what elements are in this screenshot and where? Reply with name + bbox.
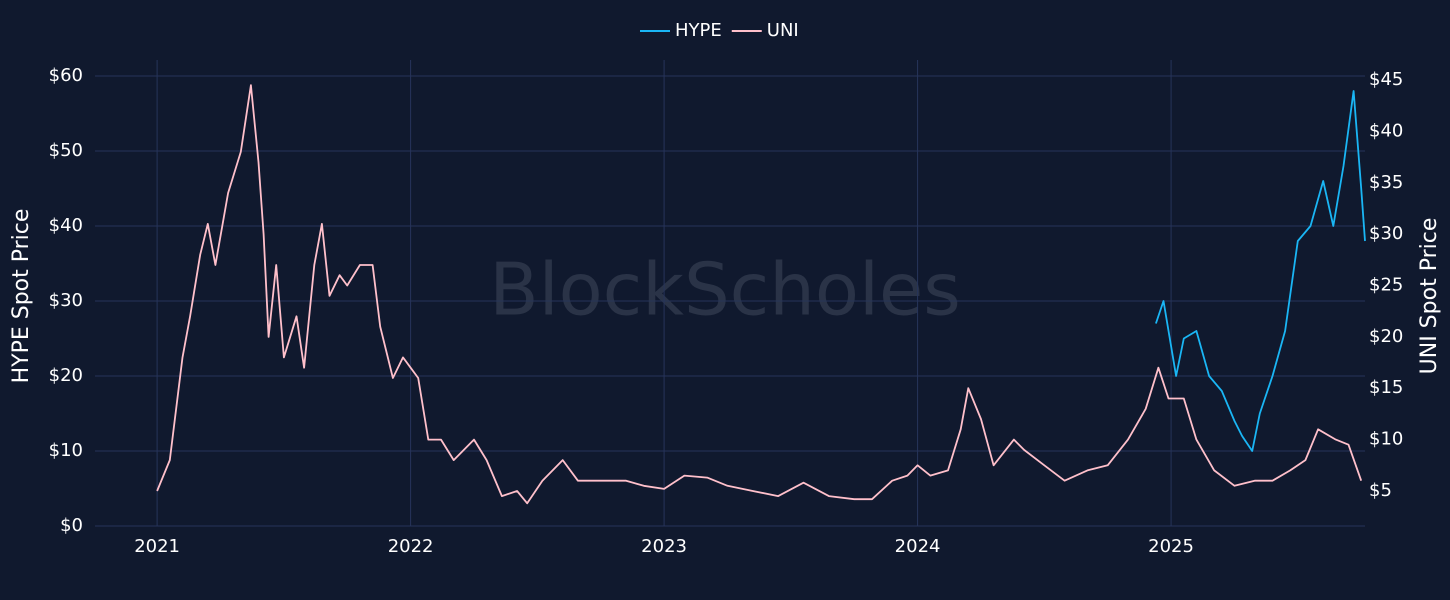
x-tick-label: 2023 <box>641 536 687 557</box>
y-axis-title: HYPE Spot Price <box>9 209 34 384</box>
y2-tick-label: $15 <box>1369 377 1403 398</box>
y2-tick-label: $10 <box>1369 429 1403 450</box>
y2-axis-title: UNI Spot Price <box>1417 218 1442 375</box>
series-line <box>1155 90 1366 452</box>
y-tick-label: $0 <box>60 515 83 536</box>
x-tick-label: 2021 <box>134 536 180 557</box>
y2-tick-label: $30 <box>1369 223 1403 244</box>
y-tick-label: $30 <box>49 290 83 311</box>
y2-tick-label: $40 <box>1369 120 1403 141</box>
y2-tick-label: $20 <box>1369 326 1403 347</box>
y-tick-label: $50 <box>49 140 83 161</box>
y-tick-label: $40 <box>49 215 83 236</box>
y-tick-label: $20 <box>49 365 83 386</box>
y-tick-label: $60 <box>49 65 83 86</box>
y2-tick-label: $45 <box>1369 69 1403 90</box>
x-tick-label: 2022 <box>388 536 434 557</box>
y2-tick-label: $25 <box>1369 275 1403 296</box>
series-line <box>156 84 1363 505</box>
x-tick-label: 2025 <box>1148 536 1194 557</box>
legend-label: HYPE <box>675 20 722 41</box>
y-tick-label: $10 <box>49 440 83 461</box>
x-tick-label: 2024 <box>895 536 941 557</box>
y2-tick-label: $35 <box>1369 172 1403 193</box>
watermark: BlockScholes <box>489 248 961 332</box>
y2-tick-label: $5 <box>1369 480 1392 501</box>
legend-label: UNI <box>767 20 799 41</box>
